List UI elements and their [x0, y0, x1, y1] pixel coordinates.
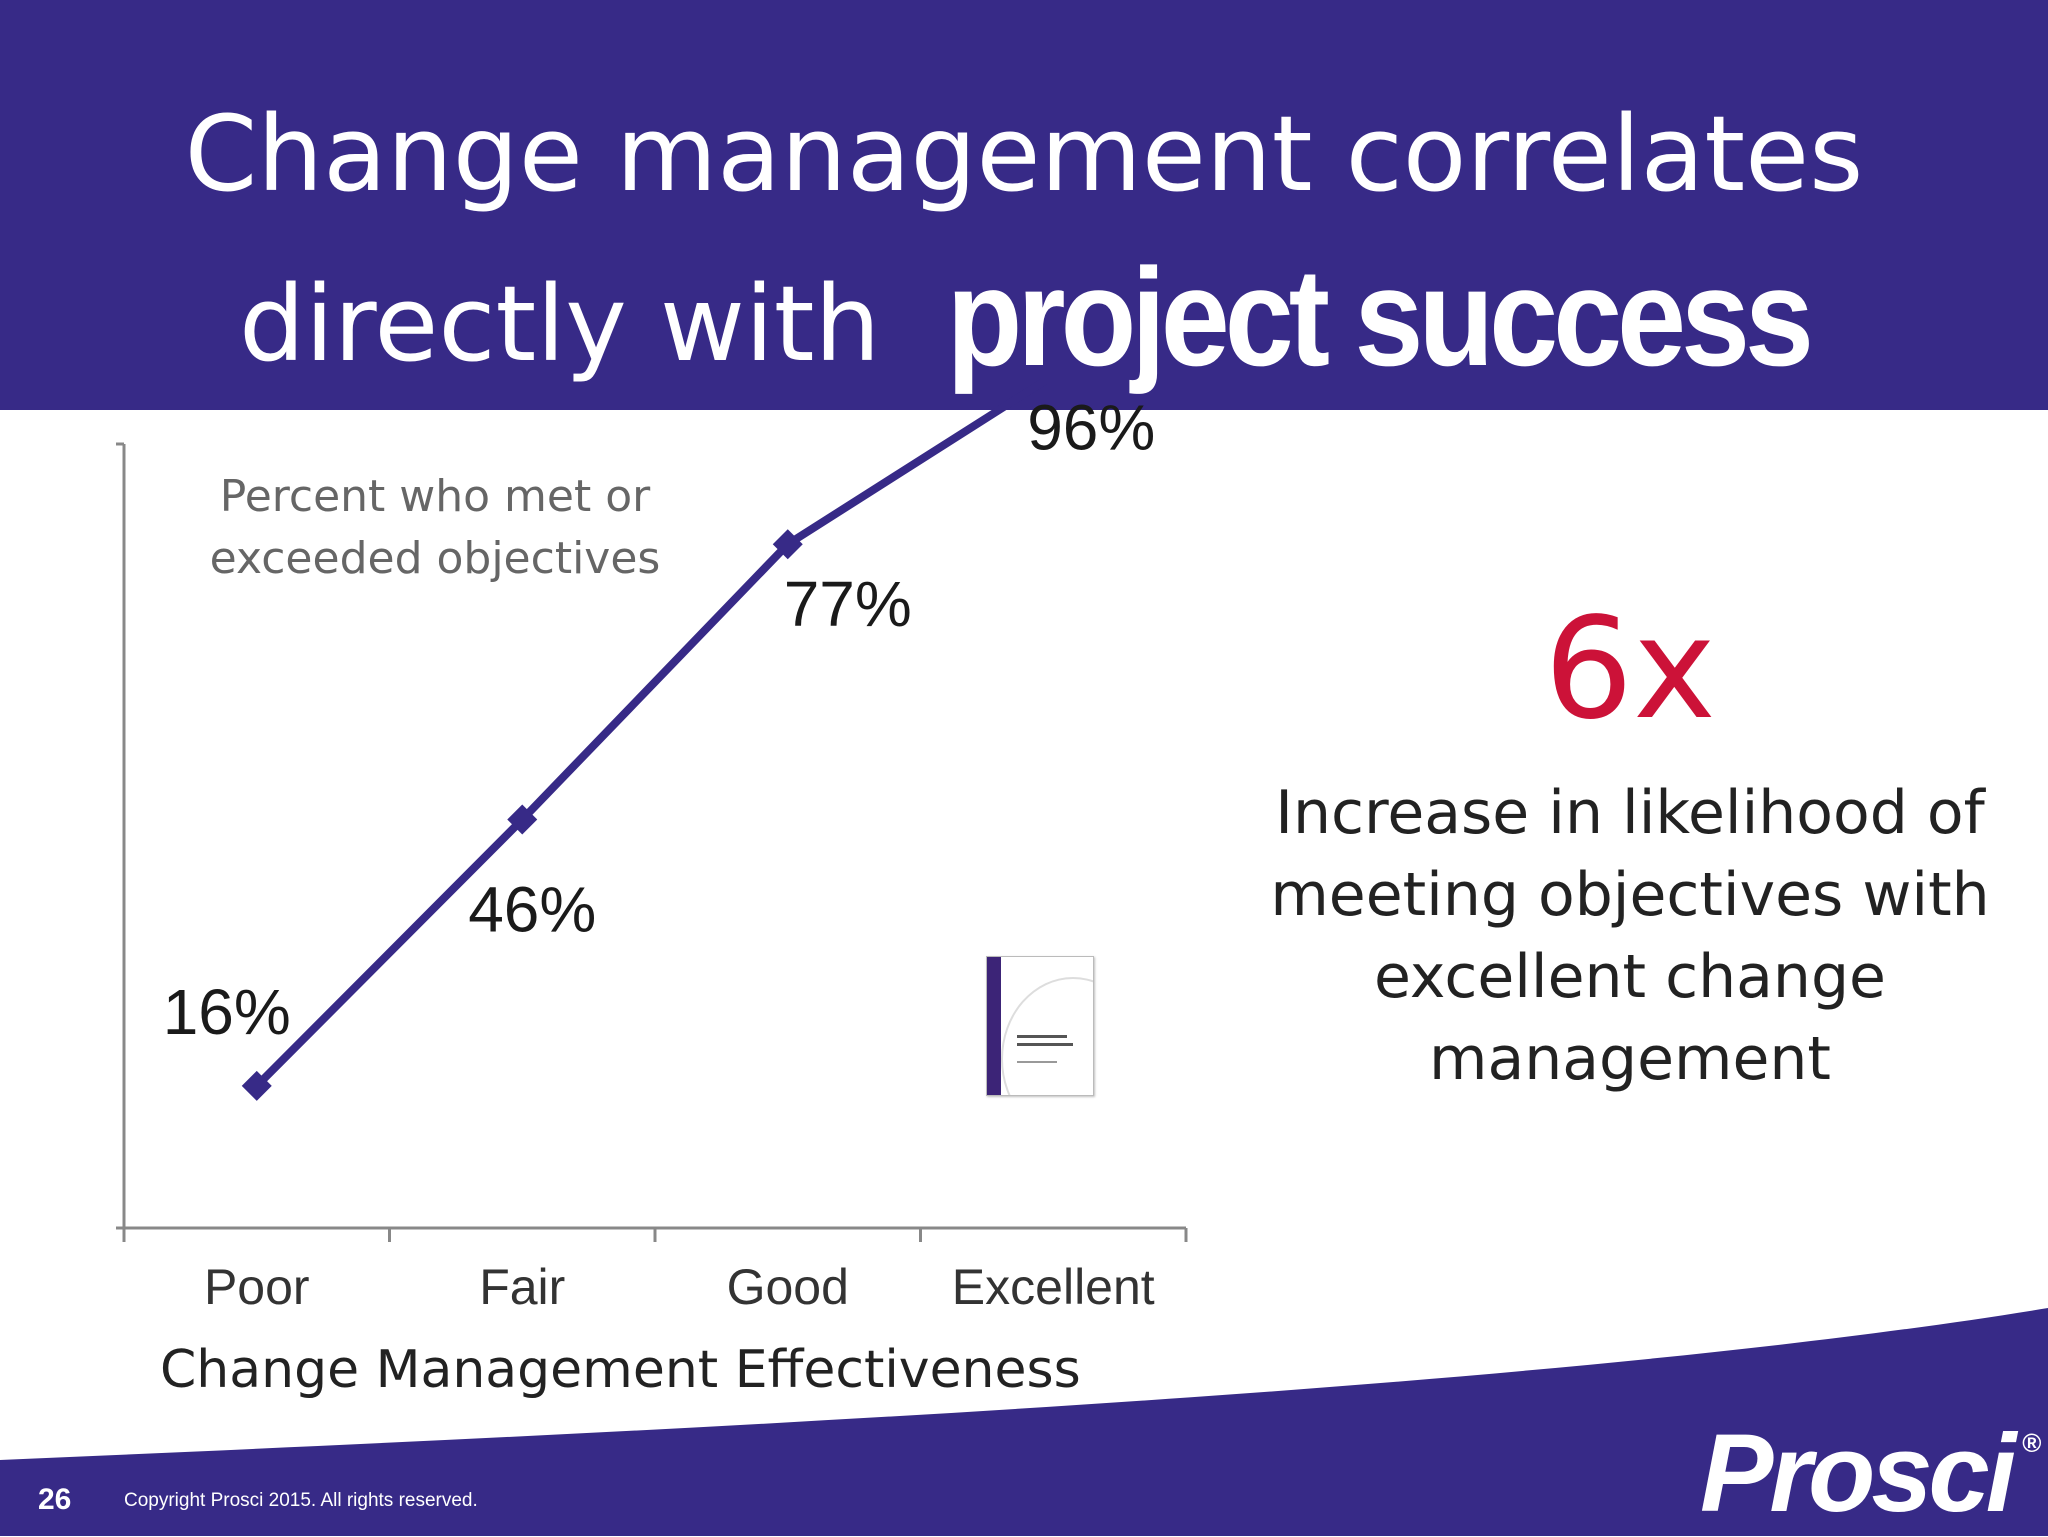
callout-number: 6x [1544, 588, 1716, 751]
data-label: 16% [163, 976, 291, 1048]
title-banner [0, 0, 2048, 410]
report-cover-icon [986, 956, 1094, 1096]
chart-title: Percent who met or exceeded objectives [209, 471, 661, 584]
data-point-marker [1038, 360, 1069, 391]
page-number: 26 [38, 1483, 72, 1516]
title-plain: directly with [239, 263, 881, 385]
data-label: 77% [784, 568, 912, 640]
data-point-marker [241, 1070, 272, 1101]
x-tick-label: Excellent [952, 1259, 1155, 1315]
x-tick-label: Poor [204, 1259, 310, 1315]
slide-title: Change management correlates directly wi… [0, 72, 2048, 406]
data-point-marker [507, 804, 538, 835]
x-tick-label: Fair [479, 1259, 565, 1315]
prosci-logo: Prosci ® [1700, 1410, 2042, 1537]
title-line-2: directly with project success [0, 236, 2048, 406]
data-label: 96% [1027, 392, 1155, 464]
title-emphasis: project success [946, 240, 1814, 396]
data-label: 46% [468, 874, 596, 946]
data-point-marker [772, 529, 803, 560]
series-line [253, 372, 1056, 1089]
x-tick-label: Good [727, 1259, 849, 1315]
logo-text: Prosci [1700, 1412, 2016, 1535]
footer-band [0, 1308, 2048, 1536]
registered-mark: ® [2022, 1428, 2041, 1458]
copyright-text: Copyright Prosci 2015. All rights reserv… [124, 1490, 478, 1511]
title-line-1: Change management correlates [184, 93, 1864, 215]
callout-text: Increase in likelihood of meeting object… [1270, 778, 1990, 1094]
x-axis-label: Change Management Effectiveness [160, 1340, 1081, 1400]
